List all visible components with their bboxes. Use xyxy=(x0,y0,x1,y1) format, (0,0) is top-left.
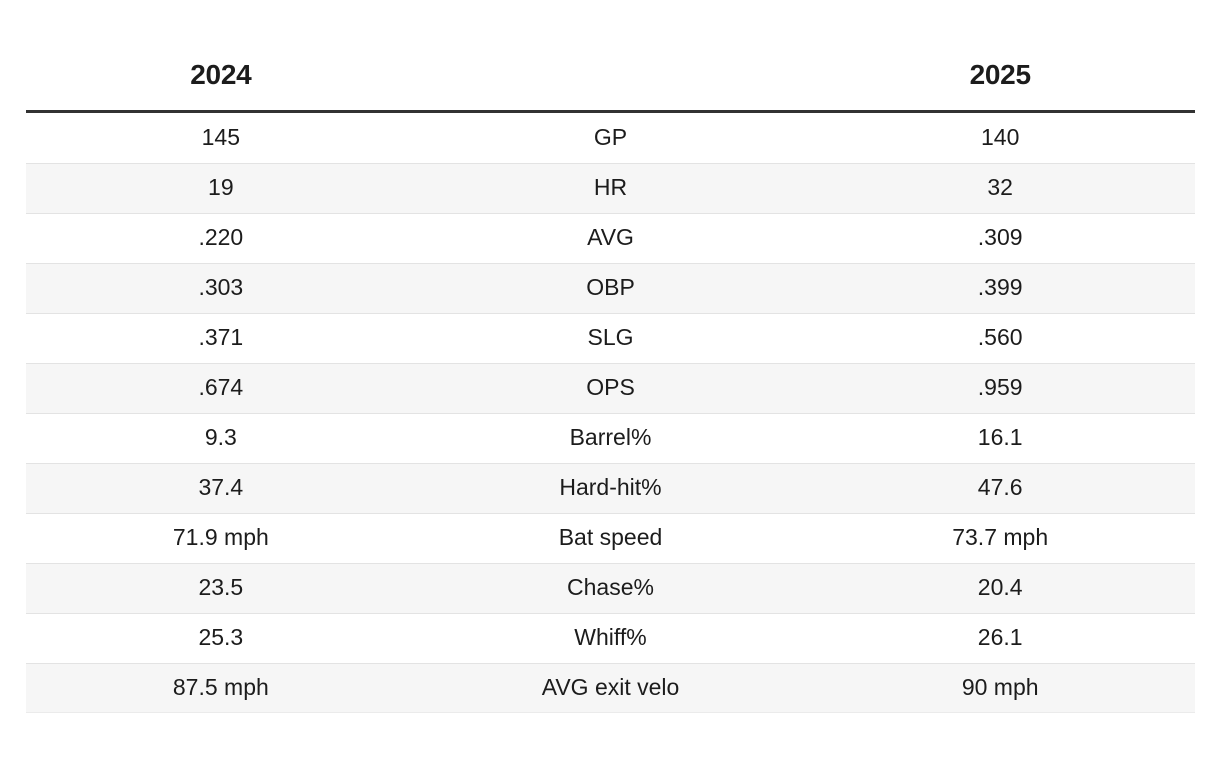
value-2024-cell: 9.3 xyxy=(204,424,237,451)
value-2024-cell: 87.5 mph xyxy=(172,673,269,700)
stat-label: Chase% xyxy=(567,574,654,601)
value-2025-cell: 20.4 xyxy=(977,574,1023,601)
stat-label: AVG exit velo xyxy=(541,673,680,700)
value-2025-cell: 47.6 xyxy=(977,474,1023,501)
value-2025-cell: 90 mph xyxy=(961,673,1039,700)
stats-comparison-table: 2024 2025 145 GP 140 19 HR 32 .220 AVG .… xyxy=(26,46,1195,713)
stat-label: Barrel% xyxy=(569,424,652,451)
table-row: 9.3 Barrel% 16.1 xyxy=(26,412,1195,463)
stat-label: SLG xyxy=(587,324,634,351)
stat-label: Bat speed xyxy=(558,524,663,551)
table-row: 71.9 mph Bat speed 73.7 mph xyxy=(26,512,1195,563)
value-2025-cell: 16.1 xyxy=(977,424,1023,451)
table-row: .371 SLG .560 xyxy=(26,312,1195,363)
stat-label: OBP xyxy=(586,274,635,301)
stat-label: Whiff% xyxy=(574,624,647,651)
stat-label: GP xyxy=(593,123,628,150)
value-2024-cell: 19 xyxy=(208,174,234,201)
value-2025-cell: 73.7 mph xyxy=(952,524,1049,551)
value-2025-cell: .959 xyxy=(977,374,1023,401)
table-row: 19 HR 32 xyxy=(26,162,1195,213)
stat-label: AVG xyxy=(587,224,634,251)
column-header-stat xyxy=(416,58,806,92)
stat-label: HR xyxy=(593,174,628,201)
table-body: 145 GP 140 19 HR 32 .220 AVG .309 .303 O… xyxy=(26,112,1195,713)
value-2025-cell: 32 xyxy=(987,174,1013,201)
table-row: .220 AVG .309 xyxy=(26,212,1195,263)
value-2025-cell: .309 xyxy=(977,224,1023,251)
value-2024-cell: .371 xyxy=(198,324,244,351)
table-row: 145 GP 140 xyxy=(26,112,1195,163)
stat-label: OPS xyxy=(586,374,635,401)
stat-label: Hard-hit% xyxy=(559,474,662,501)
table-row: 37.4 Hard-hit% 47.6 xyxy=(26,462,1195,513)
table-header-row: 2024 2025 xyxy=(26,46,1195,113)
value-2025-cell: .399 xyxy=(977,274,1023,301)
value-2024-cell: .674 xyxy=(198,374,244,401)
value-2025-cell: 26.1 xyxy=(977,624,1023,651)
column-header-2024: 2024 xyxy=(190,59,252,90)
value-2025-cell: 140 xyxy=(980,123,1020,150)
page: { "colors": { "background": "#ffffff", "… xyxy=(0,46,1220,784)
table-row: 87.5 mph AVG exit velo 90 mph xyxy=(26,662,1195,713)
value-2024-cell: 37.4 xyxy=(198,474,244,501)
value-2024-cell: .220 xyxy=(198,224,244,251)
table-row: 23.5 Chase% 20.4 xyxy=(26,562,1195,613)
value-2024-cell: 145 xyxy=(201,123,241,150)
table-row: .674 OPS .959 xyxy=(26,362,1195,413)
value-2024-cell: 71.9 mph xyxy=(172,524,269,551)
value-2024-cell: 23.5 xyxy=(198,574,244,601)
table-row: .303 OBP .399 xyxy=(26,262,1195,313)
value-2025-cell: .560 xyxy=(977,324,1023,351)
column-header-2025: 2025 xyxy=(969,59,1031,90)
value-2024-cell: 25.3 xyxy=(198,624,244,651)
table-row: 25.3 Whiff% 26.1 xyxy=(26,612,1195,663)
value-2024-cell: .303 xyxy=(198,274,244,301)
